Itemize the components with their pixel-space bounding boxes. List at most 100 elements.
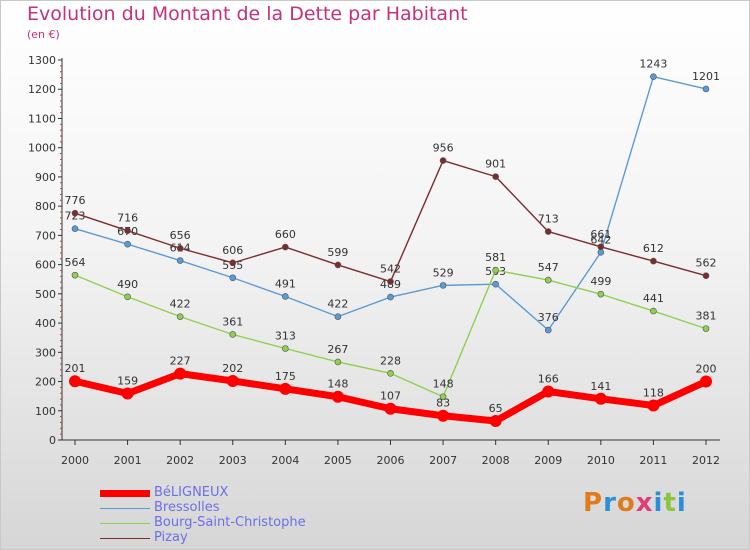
data-label-bourg-saint-christophe: 441: [643, 292, 664, 305]
x-tick-label: 2003: [219, 454, 247, 467]
data-label-bourg-saint-christophe: 228: [380, 354, 401, 367]
data-label-bourg-saint-christophe: 148: [433, 378, 454, 391]
y-tick-label: 1100: [28, 112, 56, 125]
legend-swatch-pizay: [100, 538, 150, 539]
data-point-bourg-saint-christophe: [71, 271, 79, 279]
data-point-b-ligneux: [542, 385, 555, 398]
data-point-pizay: [282, 243, 289, 251]
y-tick-label: 900: [35, 171, 56, 184]
data-point-bourg-saint-christophe: [650, 307, 657, 315]
data-point-bressolles: [702, 85, 710, 93]
data-point-bressolles: [282, 293, 289, 300]
y-tick-label: 700: [35, 229, 56, 242]
data-point-bourg-saint-christophe: [544, 276, 552, 284]
x-tick-label: 2002: [166, 454, 194, 467]
data-label-bourg-saint-christophe: 490: [117, 278, 138, 291]
legend-swatch-bourg-saint-christophe: [100, 523, 150, 524]
data-label-bressolles: 1201: [692, 70, 720, 83]
y-tick-label: 1000: [28, 142, 56, 155]
data-point-bressolles: [334, 313, 342, 320]
data-label-bressolles: 422: [327, 298, 348, 311]
data-point-b-ligneux: [331, 390, 344, 403]
data-label-pizay: 562: [696, 257, 717, 270]
y-tick-label: 300: [35, 346, 56, 359]
y-tick-label: 400: [35, 317, 56, 330]
y-tick-label: 600: [35, 259, 56, 272]
x-tick-label: 2005: [324, 454, 352, 467]
data-point-bressolles: [229, 274, 237, 282]
x-tick-label: 2011: [639, 454, 667, 467]
logo-letter: i: [653, 488, 664, 518]
data-point-bressolles: [597, 249, 605, 256]
legend-label-beligneux: BéLIGNEUX: [154, 485, 229, 500]
data-point-bressolles: [650, 73, 657, 80]
data-point-bourg-saint-christophe: [492, 266, 499, 274]
data-label-bressolles: 642: [590, 233, 611, 246]
logo-letter: o: [616, 488, 636, 518]
chart-title: Evolution du Montant de la Dette par Hab…: [27, 3, 468, 25]
chart-subtitle: (en €): [27, 28, 60, 41]
data-label-pizay: 599: [327, 246, 348, 259]
logo-letter: x: [635, 488, 654, 518]
data-point-bourg-saint-christophe: [334, 358, 342, 366]
data-point-pizay: [229, 259, 237, 267]
data-point-bressolles: [124, 240, 131, 248]
logo-letter: t: [663, 488, 677, 518]
data-point-bressolles: [544, 326, 552, 334]
data-label-b-ligneux: 175: [275, 370, 296, 383]
data-point-pizay: [387, 278, 394, 285]
data-point-pizay: [439, 157, 447, 164]
data-point-bourg-saint-christophe: [124, 293, 131, 301]
legend-label-bressolles: Bressolles: [154, 500, 220, 515]
series-line-bressolles: [74, 75, 707, 331]
data-label-b-ligneux: 148: [327, 378, 348, 391]
data-point-bourg-saint-christophe: [176, 313, 184, 320]
data-point-b-ligneux: [437, 409, 450, 422]
y-tick-label: 800: [35, 200, 56, 213]
data-label-b-ligneux: 107: [380, 390, 401, 403]
data-point-bourg-saint-christophe: [702, 325, 710, 332]
logo-letter: P: [583, 488, 604, 518]
data-point-bressolles: [176, 257, 184, 264]
data-label-b-ligneux: 201: [65, 362, 86, 375]
data-point-b-ligneux: [121, 387, 134, 400]
data-point-bressolles: [387, 293, 394, 301]
data-label-b-ligneux: 159: [117, 375, 138, 388]
y-tick-label: 500: [35, 288, 56, 301]
data-label-b-ligneux: 202: [222, 362, 243, 375]
logo-letter: r: [603, 488, 617, 518]
data-point-bourg-saint-christophe: [282, 345, 289, 352]
x-tick-label: 2000: [61, 454, 89, 467]
data-point-pizay: [334, 261, 342, 269]
data-point-pizay: [176, 244, 184, 252]
data-label-bressolles: 529: [433, 266, 454, 279]
legend-label-bourg-saint-christophe: Bourg-Saint-Christophe: [154, 515, 306, 530]
data-point-b-ligneux: [700, 375, 712, 388]
data-point-pizay: [702, 272, 710, 280]
data-label-pizay: 713: [538, 213, 559, 226]
data-label-pizay: 542: [380, 263, 401, 276]
data-label-b-ligneux: 166: [538, 372, 559, 385]
data-label-b-ligneux: 65: [489, 402, 503, 415]
data-label-b-ligneux: 227: [170, 355, 191, 368]
data-label-bourg-saint-christophe: 313: [275, 330, 296, 343]
x-tick-label: 2004: [271, 454, 299, 467]
data-label-pizay: 956: [433, 142, 454, 155]
data-point-pizay: [650, 257, 657, 265]
data-label-bourg-saint-christophe: 564: [65, 256, 86, 269]
legend-label-pizay: Pizay: [154, 530, 188, 545]
data-label-b-ligneux: 141: [590, 380, 611, 393]
data-label-pizay: 901: [485, 158, 506, 171]
data-point-bourg-saint-christophe: [387, 370, 394, 377]
data-point-pizay: [124, 227, 131, 235]
x-tick-label: 2012: [692, 454, 720, 467]
x-tick-label: 2006: [377, 454, 405, 467]
data-point-bressolles: [492, 280, 499, 288]
y-tick-label: 1200: [28, 83, 56, 96]
legend-swatch-beligneux: [100, 490, 150, 497]
data-label-pizay: 612: [643, 242, 664, 255]
data-point-b-ligneux: [489, 415, 502, 427]
data-label-bressolles: 376: [538, 311, 559, 324]
